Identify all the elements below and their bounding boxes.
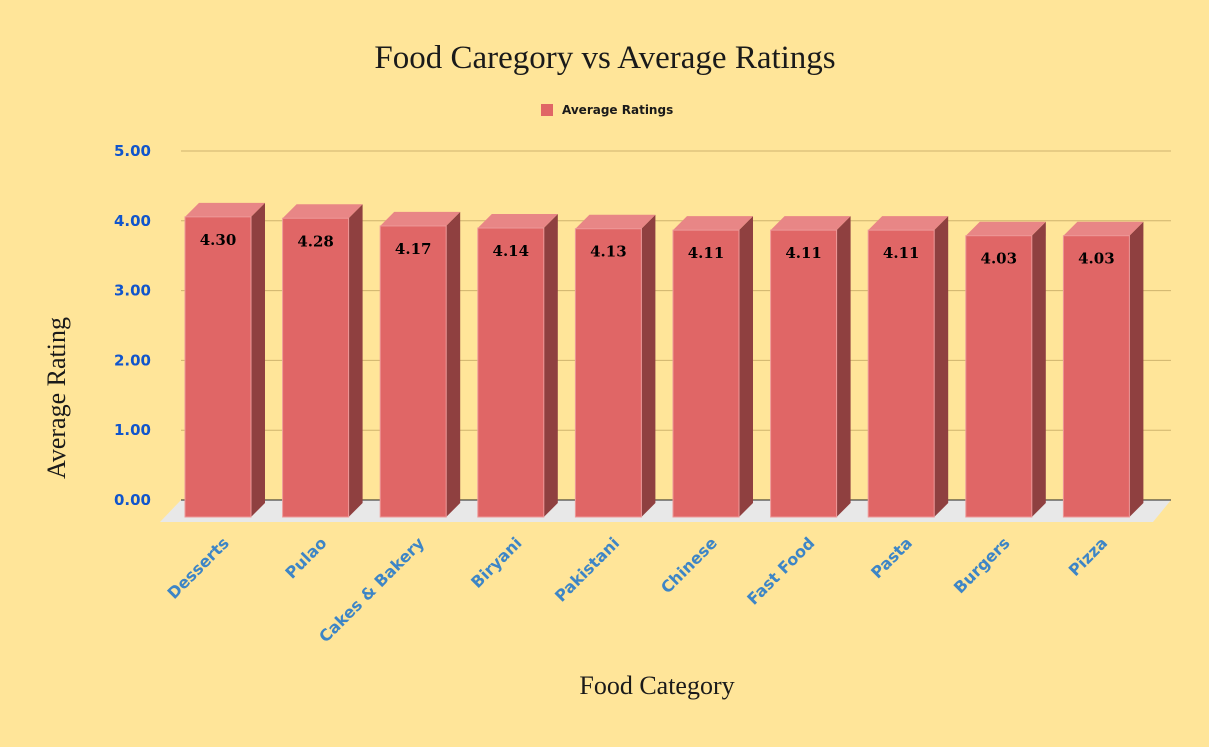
x-tick-label: Burgers <box>950 533 1014 597</box>
data-label: 4.03 <box>1078 250 1115 268</box>
bar-front <box>1062 235 1130 518</box>
x-axis-title: Food Category <box>579 671 734 700</box>
bar-top <box>282 204 363 219</box>
bar-side <box>446 211 461 517</box>
bar-side <box>251 202 265 518</box>
y-tick-label: 3.00 <box>114 282 151 300</box>
bar-top <box>770 216 851 231</box>
legend-label: Average Ratings <box>562 103 673 117</box>
bar-side <box>1129 221 1144 517</box>
bar-top <box>673 216 753 231</box>
bar-side <box>641 214 656 517</box>
y-tick-label: 2.00 <box>114 351 151 369</box>
bar-top <box>575 214 656 229</box>
bar-front <box>184 216 252 518</box>
data-label: 4.03 <box>981 250 1018 268</box>
bars: 4.30 4.28 4.17 4.14 4.13 4.11 4.11 4.11 4.03 4.03 <box>184 202 1144 518</box>
bar-side <box>543 214 558 517</box>
data-label: 4.11 <box>688 244 725 262</box>
bar-side <box>1031 221 1046 517</box>
bar-front <box>379 225 447 518</box>
data-label: 4.28 <box>297 232 334 250</box>
data-label: 4.30 <box>200 231 237 249</box>
x-tick-label: Pasta <box>867 533 916 582</box>
bar: 4.11 <box>770 216 851 518</box>
bar: 4.03 <box>965 221 1046 518</box>
bar-side <box>739 216 753 517</box>
bar: 4.11 <box>672 216 753 518</box>
data-label: 4.13 <box>590 243 627 261</box>
y-axis-ticks: 0.00 1.00 2.00 3.00 4.00 5.00 <box>114 142 151 509</box>
bar-front <box>770 229 838 518</box>
y-tick-label: 4.00 <box>114 212 151 230</box>
x-tick-label: Pulao <box>281 533 330 582</box>
legend-swatch <box>541 104 553 116</box>
data-label: 4.14 <box>493 242 530 260</box>
bar-top <box>1063 221 1144 236</box>
y-tick-label: 5.00 <box>114 142 151 160</box>
bar: 4.11 <box>867 216 949 518</box>
bar-front <box>477 227 545 518</box>
bar-side <box>836 216 851 517</box>
y-axis-title: Average Rating <box>42 317 71 479</box>
x-tick-label: Pizza <box>1065 533 1111 579</box>
bar-side <box>348 204 363 518</box>
bar-side <box>934 216 949 517</box>
bar-front <box>672 229 740 518</box>
bar: 4.03 <box>1062 221 1144 518</box>
bar-top <box>868 216 949 231</box>
bar: 4.13 <box>574 214 656 518</box>
bar-front <box>867 229 935 518</box>
bar-front <box>282 217 350 518</box>
bar-front <box>574 228 642 518</box>
bar-top <box>965 221 1046 236</box>
data-label: 4.11 <box>785 244 822 262</box>
x-tick-label: Desserts <box>163 533 232 602</box>
chart-title: Food Caregory vs Average Ratings <box>374 40 835 76</box>
x-tick-label: Chinese <box>657 533 721 597</box>
bar: 4.14 <box>477 214 558 518</box>
data-label: 4.17 <box>395 240 432 258</box>
bar: 4.30 <box>184 202 265 518</box>
x-tick-label: Fast Food <box>743 533 818 608</box>
data-label: 4.11 <box>883 244 920 262</box>
y-tick-label: 1.00 <box>114 421 151 439</box>
bar-top <box>380 211 461 226</box>
bar-front <box>965 235 1033 518</box>
bar-top <box>477 214 558 229</box>
bar: 4.17 <box>379 211 461 518</box>
bar: 4.28 <box>282 204 363 518</box>
x-tick-label: Biryani <box>467 533 525 591</box>
y-tick-label: 0.00 <box>114 491 151 509</box>
x-tick-label: Pakistani <box>551 533 623 605</box>
bar-top <box>185 202 265 217</box>
legend: Average Ratings <box>541 103 673 117</box>
x-tick-label: Cakes & Bakery <box>315 533 428 646</box>
